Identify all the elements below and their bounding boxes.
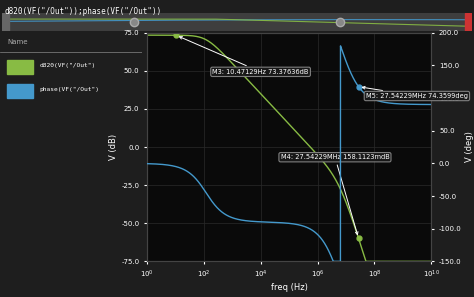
Text: M5: 27.54229MHz 74.3599deg: M5: 27.54229MHz 74.3599deg (362, 86, 468, 99)
Y-axis label: V (deg): V (deg) (465, 132, 474, 162)
Text: M4: 27.54229MHz 158.1123mdB: M4: 27.54229MHz 158.1123mdB (281, 154, 389, 235)
Bar (7, 60, 33, 74)
Bar (2, 13, 9, 31)
Text: d820(VF("/Out"));phase(VF("/Out")): d820(VF("/Out"));phase(VF("/Out")) (5, 7, 162, 16)
X-axis label: freq (Hz): freq (Hz) (271, 283, 308, 292)
Text: d820(VF("/Out"): d820(VF("/Out") (40, 63, 96, 68)
Bar (7, 84, 33, 98)
Text: phase(VF("/Out"): phase(VF("/Out") (40, 87, 100, 92)
Text: Name: Name (7, 39, 27, 45)
Y-axis label: V (dB): V (dB) (109, 134, 118, 160)
Bar (465, 13, 472, 31)
Text: M3: 10.47129Hz 73.37636dB: M3: 10.47129Hz 73.37636dB (180, 37, 309, 75)
